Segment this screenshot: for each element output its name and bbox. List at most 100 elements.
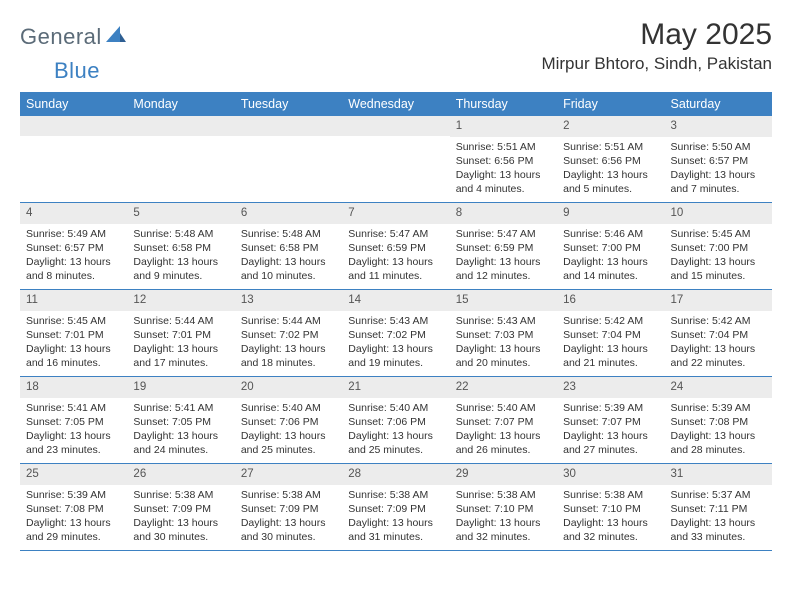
- sunset-text: Sunset: 6:58 PM: [241, 241, 336, 255]
- sunrise-text: Sunrise: 5:46 AM: [563, 227, 658, 241]
- day-number: 11: [20, 290, 127, 311]
- weekday-header: Wednesday: [342, 92, 449, 116]
- sunset-text: Sunset: 6:56 PM: [456, 154, 551, 168]
- daylight-text: Daylight: 13 hours and 15 minutes.: [671, 255, 766, 283]
- day-body: Sunrise: 5:43 AMSunset: 7:02 PMDaylight:…: [342, 311, 449, 375]
- day-body: Sunrise: 5:38 AMSunset: 7:09 PMDaylight:…: [127, 485, 234, 549]
- day-body: Sunrise: 5:51 AMSunset: 6:56 PMDaylight:…: [450, 137, 557, 201]
- day-cell: 24Sunrise: 5:39 AMSunset: 7:08 PMDayligh…: [665, 377, 772, 463]
- day-cell: [342, 116, 449, 202]
- day-number: 9: [557, 203, 664, 224]
- daylight-text: Daylight: 13 hours and 21 minutes.: [563, 342, 658, 370]
- daylight-text: Daylight: 13 hours and 18 minutes.: [241, 342, 336, 370]
- sunset-text: Sunset: 7:07 PM: [456, 415, 551, 429]
- day-number: 16: [557, 290, 664, 311]
- empty-day-bar: [127, 116, 234, 136]
- day-body: Sunrise: 5:43 AMSunset: 7:03 PMDaylight:…: [450, 311, 557, 375]
- day-cell: 17 Sunrise: 5:42 AMSunset: 7:04 PMDayligh…: [665, 290, 772, 376]
- daylight-text: Daylight: 13 hours and 9 minutes.: [133, 255, 228, 283]
- day-number: 25: [20, 464, 127, 485]
- daylight-text: Daylight: 13 hours and 16 minutes.: [26, 342, 121, 370]
- day-cell: 30 Sunrise: 5:38 AMSunset: 7:10 PMDayligh…: [557, 464, 664, 550]
- sunrise-text: Sunrise: 5:39 AM: [26, 488, 121, 502]
- weekday-header: Friday: [557, 92, 664, 116]
- day-cell: 13Sunrise: 5:44 AMSunset: 7:02 PMDayligh…: [235, 290, 342, 376]
- sunrise-text: Sunrise: 5:49 AM: [26, 227, 121, 241]
- sunrise-text: Sunrise: 5:42 AM: [563, 314, 658, 328]
- day-cell: 31Sunrise: 5:37 AMSunset: 7:11 PMDayligh…: [665, 464, 772, 550]
- sunrise-text: Sunrise: 5:45 AM: [671, 227, 766, 241]
- daylight-text: Daylight: 13 hours and 10 minutes.: [241, 255, 336, 283]
- daylight-text: Daylight: 13 hours and 17 minutes.: [133, 342, 228, 370]
- day-number: 26: [127, 464, 234, 485]
- sunset-text: Sunset: 6:56 PM: [563, 154, 658, 168]
- page-title: May 2025: [541, 18, 772, 52]
- day-number: 17: [665, 290, 772, 311]
- week-row: 1Sunrise: 5:51 AMSunset: 6:56 PMDaylight…: [20, 116, 772, 202]
- day-body: Sunrise: 5:44 AMSunset: 7:02 PMDaylight:…: [235, 311, 342, 375]
- day-cell: 14Sunrise: 5:43 AMSunset: 7:02 PMDayligh…: [342, 290, 449, 376]
- sunset-text: Sunset: 6:59 PM: [348, 241, 443, 255]
- sunset-text: Sunset: 6:59 PM: [456, 241, 551, 255]
- daylight-text: Daylight: 13 hours and 32 minutes.: [456, 516, 551, 544]
- calendar-page: General May 2025 Mirpur Bhtoro, Sindh, P…: [0, 0, 792, 561]
- day-body: Sunrise: 5:50 AMSunset: 6:57 PMDaylight:…: [665, 137, 772, 201]
- sunset-text: Sunset: 7:06 PM: [348, 415, 443, 429]
- sunrise-text: Sunrise: 5:45 AM: [26, 314, 121, 328]
- day-number: 4: [20, 203, 127, 224]
- day-number: 23: [557, 377, 664, 398]
- sunset-text: Sunset: 7:03 PM: [456, 328, 551, 342]
- day-cell: 29Sunrise: 5:38 AMSunset: 7:10 PMDayligh…: [450, 464, 557, 550]
- day-body: Sunrise: 5:44 AMSunset: 7:01 PMDaylight:…: [127, 311, 234, 375]
- daylight-text: Daylight: 13 hours and 25 minutes.: [241, 429, 336, 457]
- weekday-header: Saturday: [665, 92, 772, 116]
- daylight-text: Daylight: 13 hours and 23 minutes.: [26, 429, 121, 457]
- day-body: Sunrise: 5:39 AMSunset: 7:08 PMDaylight:…: [20, 485, 127, 549]
- day-cell: 9Sunrise: 5:46 AMSunset: 7:00 PMDaylight…: [557, 203, 664, 289]
- day-body: Sunrise: 5:39 AMSunset: 7:07 PMDaylight:…: [557, 398, 664, 462]
- day-number: 3: [665, 116, 772, 137]
- day-body: Sunrise: 5:47 AMSunset: 6:59 PMDaylight:…: [450, 224, 557, 288]
- daylight-text: Daylight: 13 hours and 32 minutes.: [563, 516, 658, 544]
- daylight-text: Daylight: 13 hours and 30 minutes.: [133, 516, 228, 544]
- day-cell: 11Sunrise: 5:45 AMSunset: 7:01 PMDayligh…: [20, 290, 127, 376]
- day-cell: 1Sunrise: 5:51 AMSunset: 6:56 PMDaylight…: [450, 116, 557, 202]
- day-body: Sunrise: 5:49 AMSunset: 6:57 PMDaylight:…: [20, 224, 127, 288]
- day-number: 6: [235, 203, 342, 224]
- day-body: Sunrise: 5:47 AMSunset: 6:59 PMDaylight:…: [342, 224, 449, 288]
- sunset-text: Sunset: 7:08 PM: [26, 502, 121, 516]
- day-cell: 15Sunrise: 5:43 AMSunset: 7:03 PMDayligh…: [450, 290, 557, 376]
- daylight-text: Daylight: 13 hours and 33 minutes.: [671, 516, 766, 544]
- sunrise-text: Sunrise: 5:41 AM: [26, 401, 121, 415]
- day-number: 7: [342, 203, 449, 224]
- empty-day-bar: [20, 116, 127, 136]
- sunrise-text: Sunrise: 5:37 AM: [671, 488, 766, 502]
- sunset-text: Sunset: 7:04 PM: [671, 328, 766, 342]
- daylight-text: Daylight: 13 hours and 24 minutes.: [133, 429, 228, 457]
- day-number: 13: [235, 290, 342, 311]
- sunrise-text: Sunrise: 5:41 AM: [133, 401, 228, 415]
- sunset-text: Sunset: 7:10 PM: [456, 502, 551, 516]
- logo: General: [20, 18, 128, 50]
- weekday-header: Sunday: [20, 92, 127, 116]
- sunrise-text: Sunrise: 5:51 AM: [456, 140, 551, 154]
- day-number: 30: [557, 464, 664, 485]
- day-cell: 3Sunrise: 5:50 AMSunset: 6:57 PMDaylight…: [665, 116, 772, 202]
- sunset-text: Sunset: 7:00 PM: [671, 241, 766, 255]
- sunrise-text: Sunrise: 5:48 AM: [241, 227, 336, 241]
- day-number: 14: [342, 290, 449, 311]
- day-body: Sunrise: 5:42 AMSunset: 7:04 PMDaylight:…: [557, 311, 664, 375]
- day-cell: 2Sunrise: 5:51 AMSunset: 6:56 PMDaylight…: [557, 116, 664, 202]
- day-cell: 22Sunrise: 5:40 AMSunset: 7:07 PMDayligh…: [450, 377, 557, 463]
- day-body: Sunrise: 5:48 AMSunset: 6:58 PMDaylight:…: [235, 224, 342, 288]
- sunrise-text: Sunrise: 5:38 AM: [563, 488, 658, 502]
- day-cell: [235, 116, 342, 202]
- sunrise-text: Sunrise: 5:42 AM: [671, 314, 766, 328]
- sunset-text: Sunset: 7:10 PM: [563, 502, 658, 516]
- sunset-text: Sunset: 7:06 PM: [241, 415, 336, 429]
- sunrise-text: Sunrise: 5:44 AM: [241, 314, 336, 328]
- day-body: Sunrise: 5:48 AMSunset: 6:58 PMDaylight:…: [127, 224, 234, 288]
- daylight-text: Daylight: 13 hours and 22 minutes.: [671, 342, 766, 370]
- logo-text-general: General: [20, 24, 102, 50]
- daylight-text: Daylight: 13 hours and 31 minutes.: [348, 516, 443, 544]
